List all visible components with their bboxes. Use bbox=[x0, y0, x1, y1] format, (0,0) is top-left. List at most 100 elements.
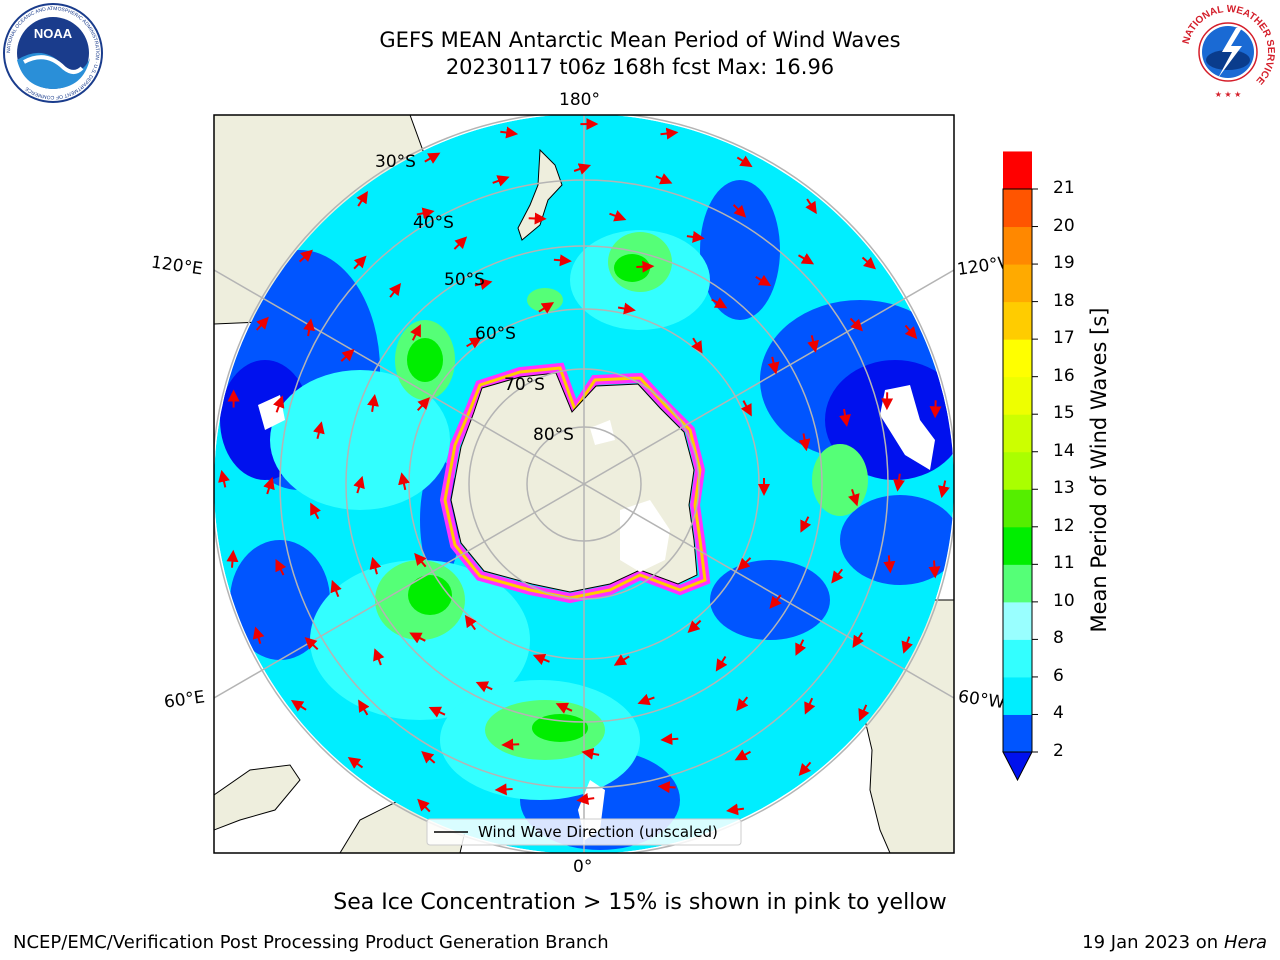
wave-direction-arrow bbox=[409, 632, 426, 644]
wave-direction-arrow bbox=[464, 614, 477, 631]
wave-direction-arrow bbox=[637, 693, 655, 706]
wave-direction-arrow bbox=[726, 803, 745, 816]
wave-direction-arrow bbox=[373, 648, 385, 666]
wave-direction-arrow bbox=[576, 793, 595, 805]
wave-direction-arrow bbox=[310, 502, 321, 520]
wave-direction-arrow bbox=[883, 555, 896, 574]
noaa-wordmark: NOAA bbox=[34, 26, 73, 41]
colorbar-bin bbox=[1003, 339, 1032, 378]
colorbar-label: Mean Period of Wind Waves [s] bbox=[1087, 307, 1111, 633]
colorbar-bin bbox=[1003, 601, 1032, 640]
legend-label: Wind Wave Direction (unscaled) bbox=[478, 823, 718, 841]
wave-direction-arrow bbox=[581, 747, 600, 760]
map-title: GEFS MEAN Antarctic Mean Period of Wind … bbox=[379, 28, 901, 52]
wave-direction-arrow bbox=[737, 557, 752, 571]
wave-direction-arrow bbox=[290, 700, 307, 712]
continent-antarctica bbox=[439, 362, 711, 604]
colorbar-bin bbox=[1003, 376, 1032, 415]
wave-direction-arrow bbox=[398, 472, 410, 491]
colorbar-tick-label: 10 bbox=[1053, 590, 1075, 611]
wave-direction-arrow bbox=[263, 476, 275, 495]
wave-direction-arrow bbox=[609, 210, 627, 222]
wave-direction-arrow bbox=[849, 317, 863, 332]
wave-direction-arrow bbox=[767, 356, 780, 375]
svg-text:★ ★ ★: ★ ★ ★ bbox=[1215, 90, 1242, 99]
wave-direction-arrow bbox=[755, 274, 772, 287]
colorbar-bin bbox=[1003, 564, 1032, 603]
wave-direction-arrow bbox=[356, 190, 368, 207]
wave-direction-arrow bbox=[804, 697, 816, 715]
wave-direction-arrow bbox=[492, 175, 510, 187]
colorbar-bin bbox=[1003, 526, 1032, 565]
footer-branch: NCEP/EMC/Verification Post Processing Pr… bbox=[13, 932, 609, 953]
wave-direction-arrow bbox=[421, 751, 436, 764]
wave-direction-arrow bbox=[852, 632, 864, 648]
wave-direction-arrow bbox=[660, 127, 679, 140]
wave-direction-arrow bbox=[660, 733, 679, 746]
wave-direction-arrow bbox=[275, 558, 287, 576]
wave-direction-arrow bbox=[218, 469, 230, 488]
wave-direction-arrow bbox=[858, 704, 870, 722]
colorbar-bin bbox=[1003, 489, 1032, 528]
wave-direction-arrow bbox=[340, 348, 355, 362]
lat-label-80s: 80°S bbox=[533, 425, 574, 445]
wave-direction-arrow bbox=[657, 781, 676, 794]
wave-direction-arrow bbox=[893, 473, 905, 492]
wave-direction-arrow bbox=[736, 696, 749, 712]
wave-direction-arrow bbox=[453, 236, 468, 250]
sea-ice-note: Sea Ice Concentration > 15% is shown in … bbox=[333, 890, 947, 915]
wave-direction-arrow bbox=[797, 253, 815, 265]
footer-date: 19 Jan 2023 on Hera bbox=[1082, 932, 1267, 953]
wave-direction-arrow bbox=[532, 653, 550, 666]
wave-direction-arrow bbox=[538, 302, 555, 314]
wave-direction-arrow bbox=[636, 260, 655, 273]
wave-direction-arrow bbox=[553, 254, 572, 267]
wave-direction-arrow bbox=[474, 278, 493, 290]
lat-label-60s: 60°S bbox=[475, 324, 516, 344]
colorbar-tick-label: 16 bbox=[1053, 365, 1075, 386]
colorbar-bin bbox=[1003, 714, 1032, 753]
lon-label-180: 180° bbox=[559, 90, 600, 110]
lat-label-30s: 30°S bbox=[375, 152, 416, 172]
wave-direction-arrow bbox=[388, 282, 402, 298]
wave-direction-arrow bbox=[303, 318, 316, 337]
wave-direction-arrow bbox=[573, 163, 592, 175]
colorbar-bin bbox=[1003, 414, 1032, 453]
colorbar-bin bbox=[1003, 264, 1032, 303]
wave-direction-arrow bbox=[831, 568, 844, 584]
wave-direction-arrow bbox=[805, 198, 817, 215]
lat-label-50s: 50°S bbox=[444, 270, 485, 290]
wave-direction-arrow bbox=[313, 421, 325, 439]
colorbar-tick-label: 21 bbox=[1053, 178, 1075, 198]
wave-direction-arrow bbox=[255, 316, 269, 331]
wind-wave-direction-arrows bbox=[218, 118, 950, 816]
wave-direction-arrow bbox=[252, 626, 265, 644]
wave-direction-arrow bbox=[353, 255, 367, 270]
colorbar-tick-label: 2 bbox=[1053, 741, 1064, 761]
map-subtitle: 20230117 t06z 168h fcst Max: 16.96 bbox=[445, 55, 835, 79]
colorbar-bin bbox=[1003, 301, 1032, 340]
wave-direction-arrow bbox=[736, 155, 753, 168]
wave-direction-arrow bbox=[416, 207, 435, 220]
wave-direction-arrow bbox=[298, 249, 313, 263]
wave-direction-arrow bbox=[861, 256, 877, 270]
wave-direction-arrow bbox=[414, 552, 427, 568]
lat-label-70s: 70°S bbox=[504, 375, 545, 395]
colorbar-tick-label: 6 bbox=[1053, 665, 1064, 686]
wave-direction-arrow bbox=[807, 335, 819, 353]
nws-logo: NATIONAL WEATHER SERVICE ★ ★ ★ bbox=[1180, 4, 1276, 100]
wave-direction-arrow bbox=[901, 636, 913, 654]
wave-direction-arrow bbox=[795, 639, 807, 656]
wave-direction-arrow bbox=[904, 324, 918, 340]
colorbar-bin bbox=[1003, 676, 1032, 715]
wave-direction-arrow bbox=[304, 636, 319, 651]
wave-direction-arrow bbox=[347, 757, 364, 769]
colorbar-tick-label: 13 bbox=[1053, 478, 1075, 499]
colorbar-tick-label: 18 bbox=[1053, 290, 1075, 311]
wave-direction-arrow bbox=[798, 761, 812, 777]
colorbar-tick-label: 4 bbox=[1053, 703, 1064, 724]
wave-direction-arrow bbox=[686, 230, 705, 243]
wave-direction-arrow bbox=[428, 706, 446, 718]
